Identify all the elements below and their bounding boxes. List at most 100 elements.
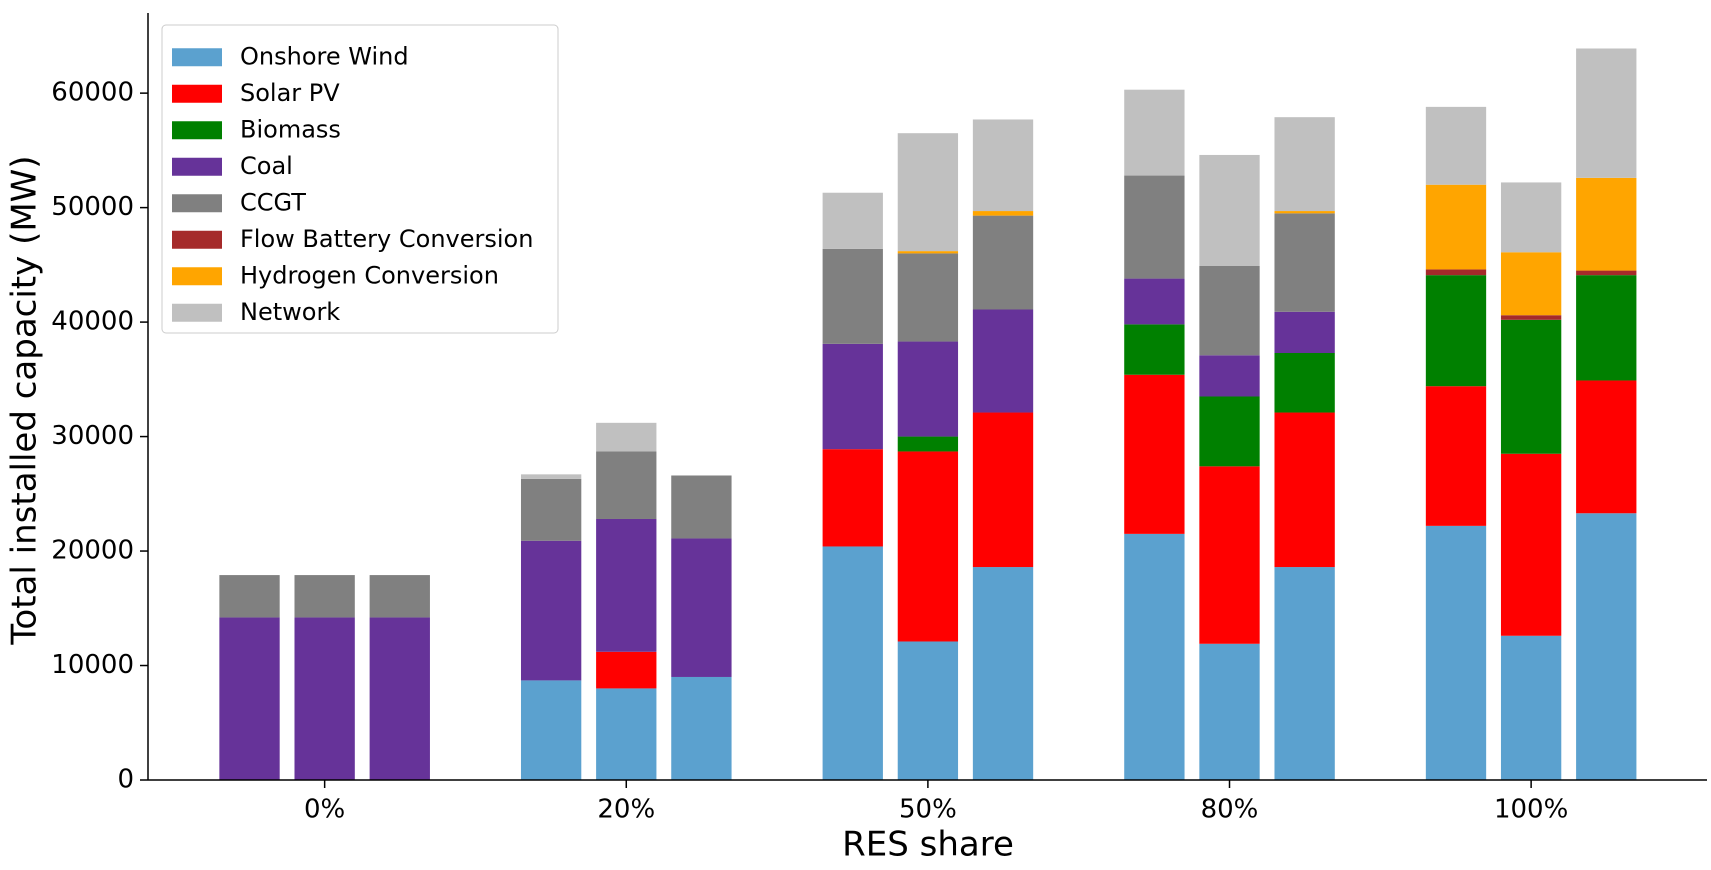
y-axis-label: Total installed capacity (MW) — [5, 155, 45, 645]
bar-segment — [520, 474, 582, 479]
bar-segment — [520, 478, 582, 541]
bar-segment — [1500, 319, 1562, 454]
bar-segment — [369, 617, 430, 780]
y-tick-label: 10000 — [51, 650, 134, 680]
bar-segment — [520, 680, 582, 780]
bar-segment — [1500, 182, 1562, 253]
bar-segment — [972, 567, 1034, 780]
bar-segment — [1576, 270, 1637, 276]
bar-segment — [1199, 396, 1260, 467]
legend-label: CCGT — [240, 188, 306, 216]
bar-segment — [369, 575, 430, 618]
x-tick-label: 20% — [597, 795, 655, 825]
bar-segment — [1124, 175, 1185, 279]
x-tick-label: 0% — [304, 795, 345, 825]
legend-swatch — [172, 84, 222, 103]
bar-segment — [1425, 269, 1487, 276]
bar-segment — [1576, 275, 1637, 381]
legend-label: Solar PV — [240, 79, 340, 107]
bar-segment — [972, 215, 1034, 310]
y-tick-label: 30000 — [51, 421, 134, 451]
legend-swatch — [172, 121, 222, 140]
bar-segment — [671, 475, 732, 539]
bar-segment — [1576, 177, 1637, 271]
bar-segment — [596, 651, 657, 689]
legend-label: Flow Battery Conversion — [240, 225, 533, 253]
legend-swatch — [172, 267, 222, 286]
bar-segment — [897, 251, 959, 254]
bar-segment — [1124, 374, 1185, 534]
bar-segment — [897, 341, 959, 437]
bar-segment — [1500, 635, 1562, 780]
bar-segment — [822, 343, 883, 450]
bar-segment — [520, 540, 582, 681]
bar-segment — [671, 538, 732, 677]
bar-segment — [671, 676, 732, 780]
bar-segment — [897, 451, 959, 642]
y-tick-label: 0 — [117, 765, 134, 795]
bar-segment — [596, 688, 657, 780]
bar-segment — [596, 518, 657, 652]
bar-segment — [972, 211, 1034, 216]
bar-segment — [897, 253, 959, 342]
bar-segment — [1500, 453, 1562, 636]
bar-segment — [1425, 525, 1487, 780]
x-tick-label: 100% — [1494, 795, 1568, 825]
bar-segment — [1425, 386, 1487, 526]
bar-segment — [822, 449, 883, 547]
x-axis-label: RES share — [842, 825, 1014, 865]
bar-segment — [1199, 265, 1260, 356]
bar-segment — [1199, 154, 1260, 266]
legend-swatch — [172, 303, 222, 322]
bar-segment — [1274, 567, 1335, 780]
bar-segment — [822, 248, 883, 344]
bar-segment — [294, 617, 355, 780]
x-tick-label: 80% — [1201, 795, 1259, 825]
bar-segment — [1500, 315, 1562, 320]
bar-segment — [1425, 184, 1487, 270]
legend-label: Network — [240, 298, 340, 326]
bar-segment — [1425, 106, 1487, 185]
legend-label: Hydrogen Conversion — [240, 261, 499, 289]
bar-segment — [1274, 211, 1335, 214]
legend-label: Coal — [240, 152, 293, 180]
legend-label: Onshore Wind — [240, 42, 409, 70]
y-tick-label: 60000 — [51, 78, 134, 108]
bar-segment — [1274, 311, 1335, 353]
bar-segment — [1500, 252, 1562, 316]
legend-frame — [161, 24, 559, 334]
bar-segment — [1576, 513, 1637, 780]
bar-segment — [972, 119, 1034, 212]
bar-segment — [1274, 213, 1335, 312]
legend: Onshore Wind Solar PV Biomass Coal CCGT Flow … — [161, 24, 559, 334]
bar-segment — [1124, 324, 1185, 375]
legend-swatch — [172, 48, 222, 67]
bar-segment — [219, 575, 280, 618]
bar-segment — [596, 422, 657, 452]
bar-segment — [1576, 380, 1637, 514]
bar-segment — [897, 436, 959, 452]
bar-segment — [822, 546, 883, 780]
bar-segment — [1274, 352, 1335, 413]
bar-segment — [1274, 117, 1335, 212]
bar-segment — [596, 451, 657, 519]
bar-segment — [1199, 643, 1260, 780]
bar-segment — [294, 575, 355, 618]
y-tick-label: 50000 — [51, 192, 134, 222]
bar-segment — [897, 133, 959, 252]
legend-swatch — [172, 194, 222, 213]
bar-segment — [1124, 278, 1185, 325]
bar-segment — [1124, 533, 1185, 780]
bar-segment — [972, 309, 1034, 413]
legend-label: Biomass — [240, 115, 341, 143]
y-tick-label: 20000 — [51, 536, 134, 566]
bar-segment — [1199, 466, 1260, 644]
bar-segment — [1124, 89, 1185, 176]
bar-segment — [219, 617, 280, 780]
bar-segment — [1576, 48, 1637, 178]
legend-swatch — [172, 157, 222, 176]
bar-segment — [1199, 355, 1260, 397]
legend-swatch — [172, 230, 222, 249]
y-tick-label: 40000 — [51, 307, 134, 337]
